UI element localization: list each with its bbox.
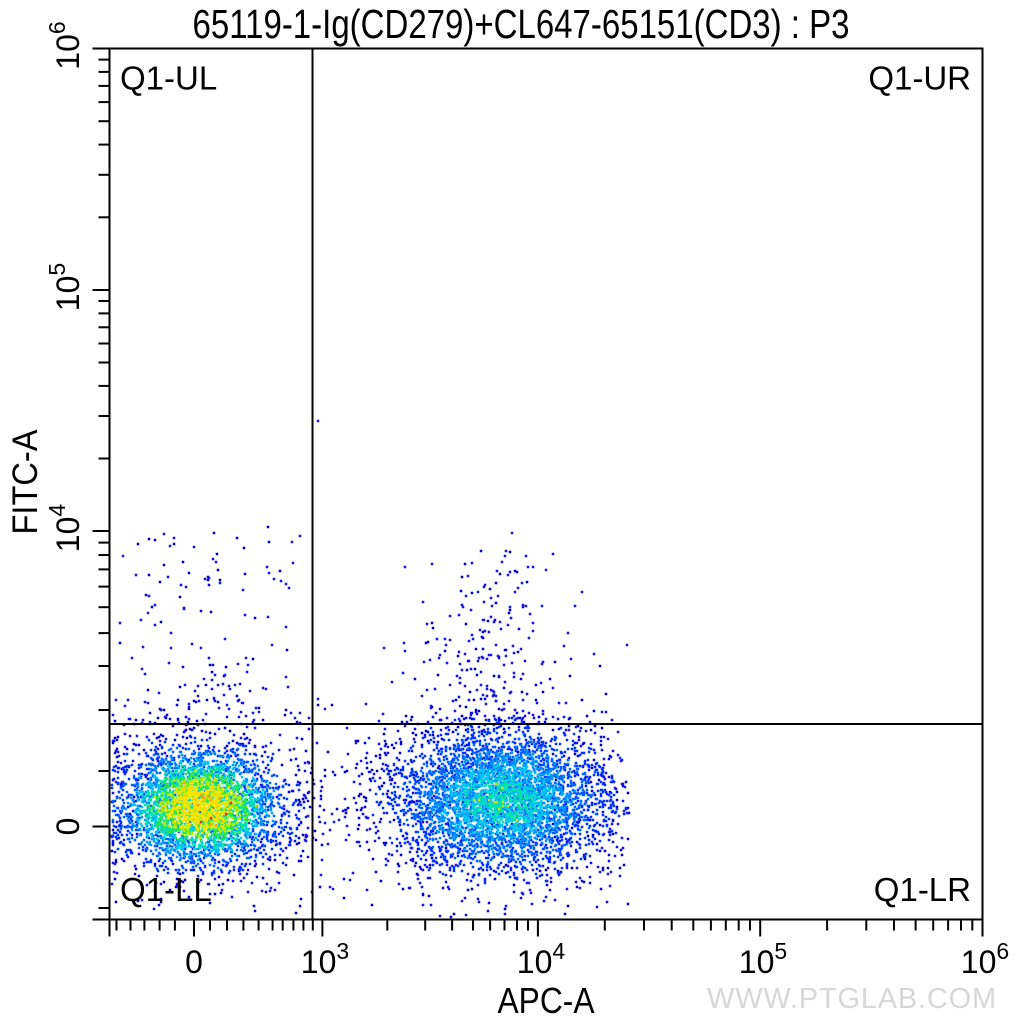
- svg-text:Q1-UR: Q1-UR: [868, 60, 971, 97]
- svg-text:WWW.PTGLAB.COM: WWW.PTGLAB.COM: [707, 983, 997, 1015]
- svg-text:0: 0: [50, 818, 86, 836]
- svg-text:Q1-LR: Q1-LR: [874, 871, 971, 908]
- svg-text:Q1-LL: Q1-LL: [120, 871, 212, 908]
- svg-text:65119-1-Ig(CD279)+CL647-65151(: 65119-1-Ig(CD279)+CL647-65151(CD3) : P3: [193, 1, 850, 47]
- svg-text:APC-A: APC-A: [498, 980, 595, 1021]
- svg-text:FITC-A: FITC-A: [6, 429, 45, 535]
- svg-text:0: 0: [185, 944, 203, 980]
- svg-text:Q1-UL: Q1-UL: [120, 60, 217, 97]
